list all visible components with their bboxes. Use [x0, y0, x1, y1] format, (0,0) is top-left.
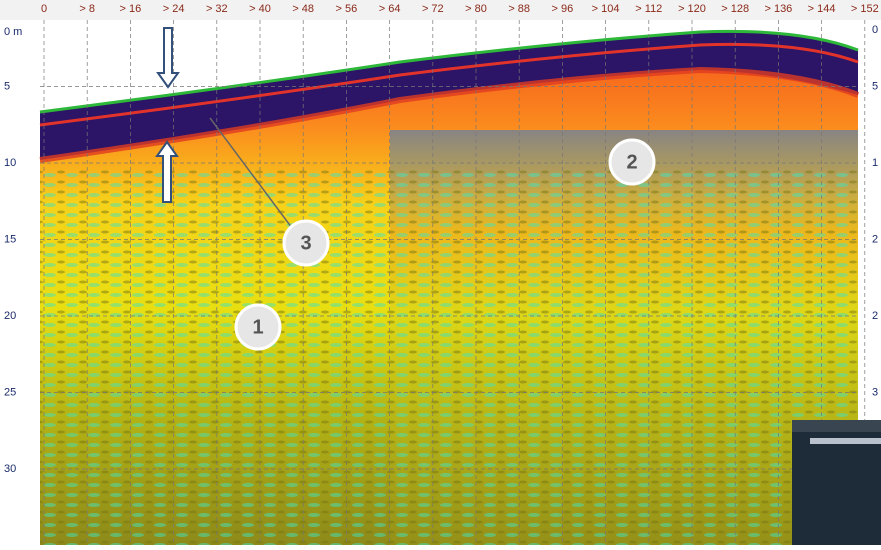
left-ruler-label: 10: [4, 157, 16, 169]
top-ruler-label: > 80: [465, 3, 487, 15]
top-ruler-label: > 112: [635, 3, 662, 15]
top-ruler-label: > 32: [206, 3, 228, 15]
top-ruler-label: > 104: [592, 3, 620, 15]
top-ruler-label: > 64: [379, 3, 401, 15]
right-ruler-label: 2: [872, 310, 878, 322]
top-ruler-label: > 128: [721, 3, 749, 15]
left-ruler-label: 25: [4, 386, 16, 398]
top-ruler-label: > 40: [249, 3, 271, 15]
top-ruler-label: > 136: [764, 3, 792, 15]
right-ruler-label: 1: [872, 157, 878, 169]
top-ruler-label: > 48: [292, 3, 314, 15]
top-ruler-label: > 56: [336, 3, 358, 15]
top-ruler-label: > 24: [163, 3, 185, 15]
left-ruler-label: 20: [4, 310, 16, 322]
top-ruler-label: > 120: [678, 3, 706, 15]
top-ruler-label: > 8: [79, 3, 95, 15]
left-ruler-label: 15: [4, 233, 16, 245]
callout-label: 1: [252, 316, 263, 338]
top-ruler-label: > 96: [552, 3, 574, 15]
top-ruler-label: > 152: [851, 3, 879, 15]
left-ruler-label: 0 m: [4, 26, 22, 38]
left-ruler-label: 5: [4, 80, 10, 92]
inset-window: [792, 420, 881, 545]
inset-toolbar: [792, 420, 881, 432]
inset-slider: [810, 438, 881, 444]
right-ruler-label: 0: [872, 24, 878, 36]
callout-label: 2: [626, 151, 637, 173]
right-ruler-label: 3: [872, 386, 878, 398]
right-ruler-label: 2: [872, 233, 878, 245]
top-ruler-label: > 72: [422, 3, 444, 15]
right-ruler-label: 5: [872, 80, 878, 92]
top-ruler-label: > 88: [508, 3, 530, 15]
top-ruler-label: > 16: [120, 3, 142, 15]
left-ruler-label: 30: [4, 463, 16, 475]
callout-label: 3: [300, 232, 311, 254]
top-ruler-label: > 144: [808, 3, 836, 15]
top-ruler-label: 0: [41, 3, 47, 15]
radargram-window: 0 > 8 > 16 > 24 > 32 > 40 > 48 > 56 > 64 > 72 > 80…: [0, 0, 881, 545]
